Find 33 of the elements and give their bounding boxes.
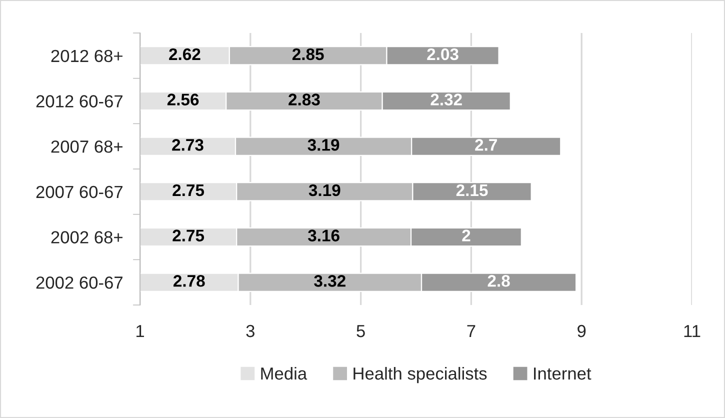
y-tick-label: 2002 68+ [51, 231, 122, 244]
legend-label: Media [261, 366, 308, 380]
data-label: 2.83 [288, 94, 320, 106]
x-tick-label: 9 [578, 324, 586, 338]
data-label: 3.19 [308, 139, 340, 151]
data-label: 2.75 [172, 184, 204, 196]
data-label: 2 [462, 230, 470, 242]
data-label: 2.56 [167, 94, 199, 106]
legend-label: Internet [534, 368, 592, 380]
y-tick-label: 2012 60-67 [36, 95, 122, 108]
x-tick-label: 7 [467, 325, 476, 338]
y-tick-label: 2007 68+ [51, 140, 122, 153]
data-label: 2.8 [488, 275, 510, 287]
data-label: 2.7 [475, 139, 497, 151]
data-label: 2.78 [173, 275, 205, 287]
data-label: 3.19 [308, 184, 340, 196]
data-label: 2.85 [292, 48, 324, 60]
x-tick-label: 11 [684, 325, 700, 338]
x-tick-label: 5 [356, 325, 365, 338]
data-label: 2.75 [172, 230, 204, 242]
data-label: 3.16 [308, 230, 340, 242]
legend-label: Health specialists [354, 366, 487, 384]
data-label: 2.03 [427, 48, 458, 60]
data-label: 2.15 [456, 184, 488, 196]
y-tick-label: 2007 60-67 [36, 186, 122, 198]
x-tick-label: 3 [246, 324, 254, 338]
x-tick-label: 1 [136, 325, 144, 338]
data-label: 2.73 [172, 139, 204, 151]
data-label: 3.32 [314, 275, 346, 287]
y-tick-label: 2012 68+ [51, 50, 122, 62]
data-label: 2.32 [430, 94, 462, 106]
data-label: 2.62 [169, 48, 200, 60]
y-tick-label: 2002 60-67 [36, 276, 122, 289]
